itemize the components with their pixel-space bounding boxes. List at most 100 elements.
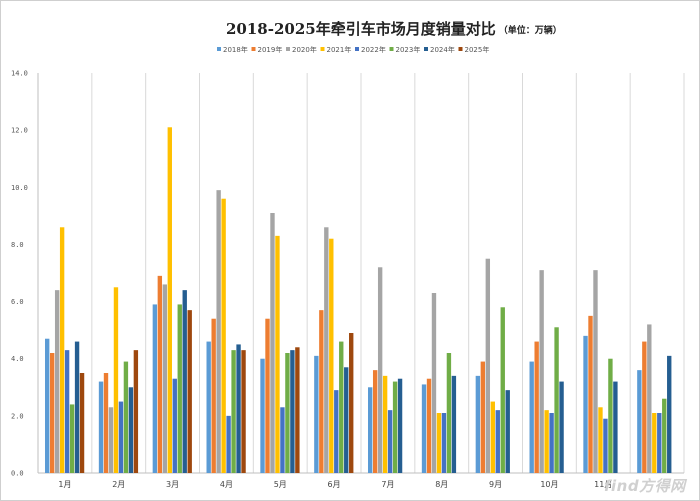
bar bbox=[603, 418, 608, 473]
bar bbox=[118, 401, 124, 473]
bar bbox=[187, 310, 192, 473]
bar bbox=[314, 355, 319, 473]
legend-label: 2022年 bbox=[361, 45, 386, 54]
bar bbox=[637, 370, 642, 473]
bar bbox=[505, 390, 510, 473]
bar bbox=[265, 318, 270, 473]
bar bbox=[113, 287, 119, 473]
bar bbox=[280, 407, 285, 473]
legend-label: 2024年 bbox=[430, 45, 455, 54]
bar bbox=[544, 410, 549, 473]
bar bbox=[667, 355, 672, 473]
watermark-logo: find方得网 bbox=[604, 477, 686, 495]
bar bbox=[133, 350, 139, 473]
bar bbox=[451, 375, 457, 473]
bar bbox=[64, 350, 70, 473]
bar bbox=[554, 327, 559, 473]
legend-label: 2025年 bbox=[465, 45, 490, 54]
bar bbox=[182, 290, 187, 473]
bar bbox=[446, 353, 452, 473]
bar bbox=[500, 307, 505, 473]
legend-swatch bbox=[251, 47, 256, 51]
y-tick-label: 8.0 bbox=[11, 241, 24, 249]
bar bbox=[426, 378, 432, 473]
bar bbox=[49, 353, 55, 473]
bar bbox=[206, 341, 211, 473]
bar bbox=[211, 318, 216, 473]
bar bbox=[642, 341, 647, 473]
y-tick-label: 2.0 bbox=[11, 412, 24, 420]
legend-swatch bbox=[389, 47, 394, 51]
bar bbox=[529, 361, 534, 473]
bar bbox=[275, 235, 280, 473]
bar bbox=[598, 407, 603, 473]
y-tick-label: 0.0 bbox=[11, 470, 24, 478]
bar bbox=[334, 390, 339, 473]
bar bbox=[54, 290, 60, 473]
x-tick-label: 4月 bbox=[220, 480, 233, 489]
bars bbox=[45, 127, 672, 474]
bar bbox=[241, 350, 246, 473]
x-tick-label: 9月 bbox=[489, 480, 502, 489]
legend-label: 2019年 bbox=[258, 45, 283, 54]
chart-title: 2018-2025年牵引车市场月度销量对比 bbox=[226, 20, 496, 38]
bar bbox=[98, 381, 104, 473]
bar bbox=[290, 350, 295, 473]
x-axis: 1月 2月 3月 4月 5月 6月 7月 8月 9月 10月 11月 bbox=[38, 472, 684, 489]
bar bbox=[339, 341, 344, 473]
bar bbox=[583, 335, 588, 473]
legend-swatch bbox=[458, 47, 463, 51]
bar bbox=[295, 347, 300, 473]
bar bbox=[431, 293, 437, 473]
bar bbox=[441, 413, 447, 473]
bar bbox=[372, 370, 378, 473]
bar bbox=[45, 338, 50, 473]
chart-subtitle: （单位：万辆） bbox=[499, 24, 562, 36]
bar bbox=[152, 304, 158, 473]
bar bbox=[162, 284, 168, 473]
y-tick-label: 4.0 bbox=[11, 355, 24, 363]
bar bbox=[397, 378, 403, 473]
y-tick-label: 12.0 bbox=[11, 127, 28, 135]
y-tick-label: 14.0 bbox=[11, 70, 28, 78]
legend-swatch bbox=[320, 47, 325, 51]
bar bbox=[495, 410, 500, 473]
chart-legend: 2018年 2019年 2020年 2021年 2022年 2023年 2024年 2025年 bbox=[217, 45, 489, 54]
bar bbox=[387, 410, 393, 473]
x-tick-label: 5月 bbox=[274, 480, 287, 489]
bar bbox=[382, 375, 388, 473]
legend-swatch bbox=[355, 47, 359, 51]
bar bbox=[177, 304, 182, 473]
bar bbox=[657, 413, 662, 473]
bar bbox=[157, 275, 163, 473]
bar bbox=[260, 358, 265, 473]
y-tick-label: 6.0 bbox=[11, 298, 24, 306]
bar bbox=[221, 198, 226, 473]
bar bbox=[392, 381, 398, 473]
y-tick-label: 10.0 bbox=[11, 184, 28, 192]
x-tick-label: 11月 bbox=[594, 480, 612, 489]
bar bbox=[167, 127, 172, 474]
legend-label: 2020年 bbox=[292, 45, 317, 54]
bar bbox=[74, 341, 80, 473]
bar bbox=[79, 373, 85, 473]
bar bbox=[344, 367, 349, 473]
bar bbox=[59, 227, 65, 473]
bar bbox=[436, 413, 442, 473]
bar bbox=[647, 324, 652, 473]
bar bbox=[559, 381, 564, 473]
bar bbox=[123, 361, 129, 473]
bar bbox=[285, 353, 290, 473]
legend-label: 2021年 bbox=[327, 45, 352, 54]
bar bbox=[608, 358, 613, 473]
bar bbox=[103, 373, 109, 473]
bar bbox=[324, 227, 329, 473]
legend-swatch bbox=[286, 47, 290, 51]
x-tick-label: 10月 bbox=[540, 480, 558, 489]
bar bbox=[549, 413, 554, 473]
bar bbox=[231, 350, 236, 473]
bar bbox=[593, 270, 598, 473]
bar bbox=[69, 404, 75, 473]
bar bbox=[216, 190, 221, 473]
